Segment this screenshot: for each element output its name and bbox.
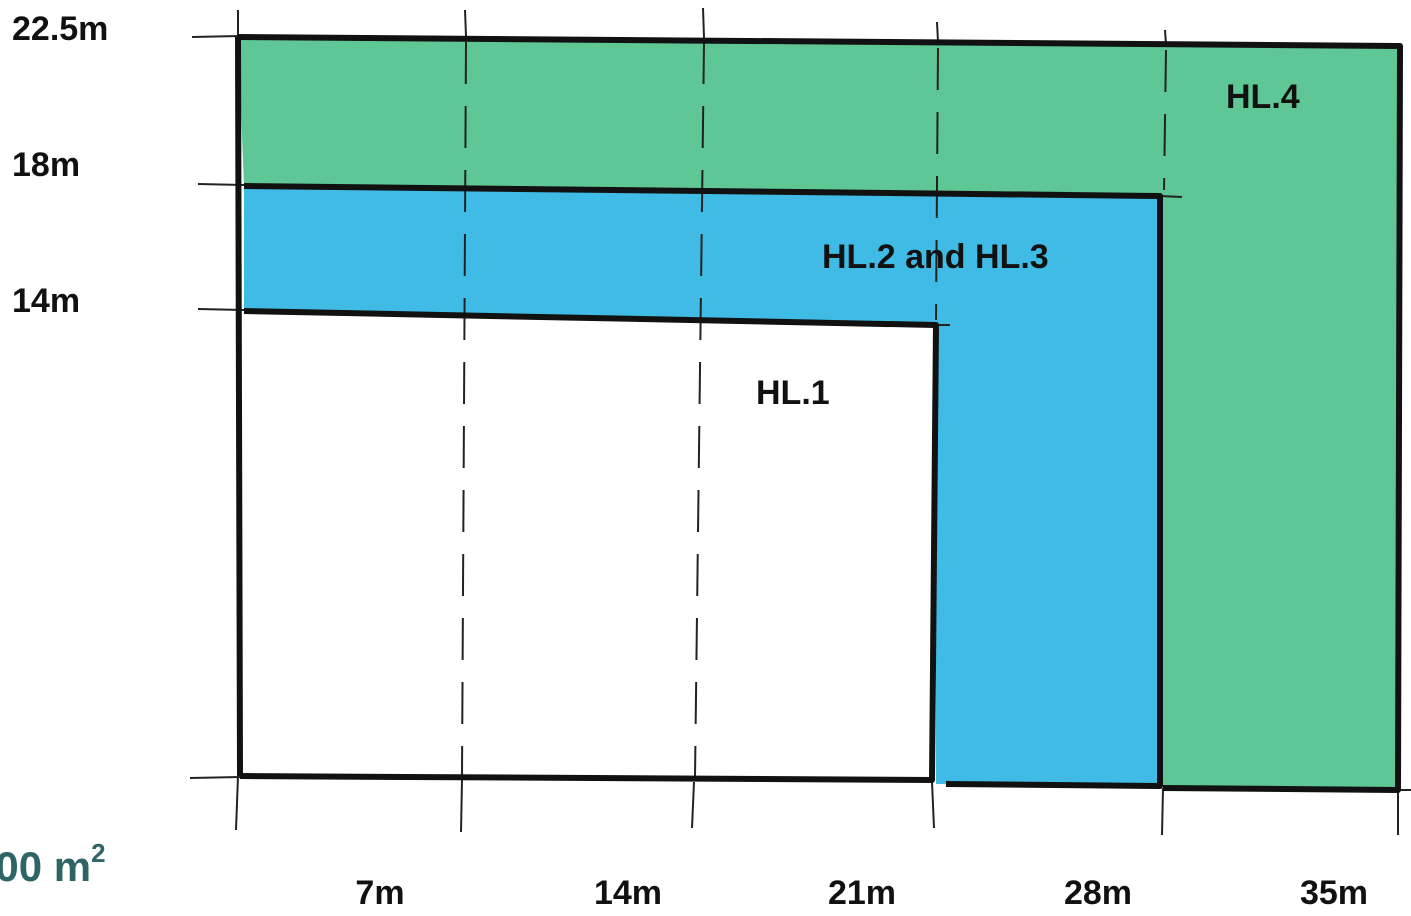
y-label-22-5m: 22.5m [12,10,109,48]
zone-hl4 [238,37,1400,790]
area-caption: 500 m2 [0,840,106,890]
x-label-28m: 28m [1063,874,1133,912]
zone-outlines [235,34,1403,793]
x-label-21m: 21m [827,874,897,912]
x-label-7m: 7m [355,874,405,912]
area-caption-value: 500 m [0,843,92,890]
y-label-18m: 18m [12,146,81,184]
zone-hl2-hl3 [244,186,1160,786]
y-label-14m: 14m [12,282,81,320]
x-label-35m: 35m [1299,874,1369,912]
area-caption-superscript: 2 [91,838,106,868]
dashed-grid [461,41,1167,779]
zone-hl1 [240,311,936,780]
x-label-14m: 14m [593,874,663,912]
zone-label-hl2-hl3: HL.2 and HL.3 [822,238,1049,276]
zone-label-hl4: HL.4 [1226,78,1300,116]
zone-label-hl1: HL.1 [756,374,830,412]
